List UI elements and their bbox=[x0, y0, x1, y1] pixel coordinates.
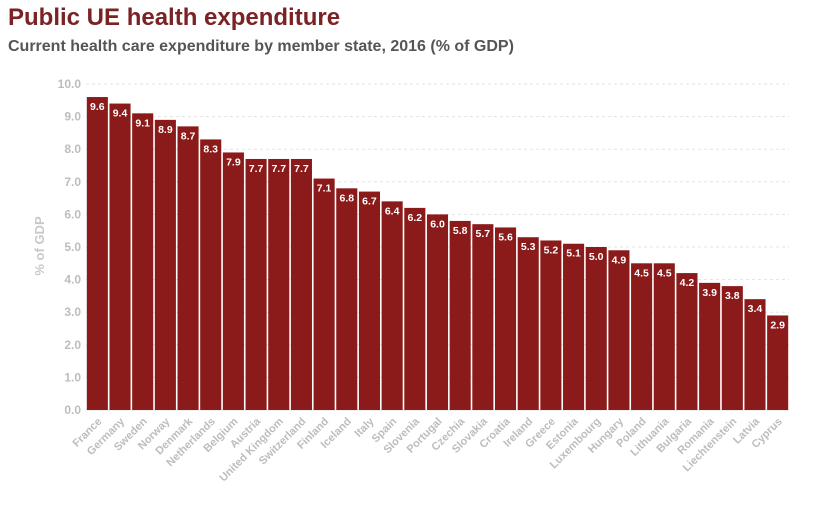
data-label: 7.7 bbox=[249, 163, 264, 175]
data-label: 8.7 bbox=[181, 130, 196, 142]
bars bbox=[86, 97, 789, 411]
bar bbox=[608, 250, 630, 410]
y-tick-label: 7.0 bbox=[64, 175, 81, 189]
data-label: 3.4 bbox=[748, 303, 763, 315]
bar bbox=[631, 263, 653, 410]
bar bbox=[404, 207, 426, 410]
bar bbox=[744, 299, 766, 410]
bar bbox=[245, 158, 267, 410]
bar bbox=[222, 152, 244, 410]
bar bbox=[177, 126, 199, 410]
data-label: 6.4 bbox=[385, 205, 400, 217]
y-tick-label: 1.0 bbox=[64, 370, 81, 384]
y-tick-label: 5.0 bbox=[64, 240, 81, 254]
bar bbox=[563, 243, 585, 410]
data-label: 5.0 bbox=[589, 251, 604, 263]
y-tick-label: 3.0 bbox=[64, 305, 81, 319]
data-label: 8.3 bbox=[203, 143, 218, 155]
data-label: 5.8 bbox=[453, 225, 468, 237]
bar bbox=[653, 263, 675, 410]
bar bbox=[358, 191, 381, 410]
bar bbox=[767, 315, 789, 410]
chart-title: Public UE health expenditure bbox=[8, 4, 341, 31]
chart-subtitle: Current health care expenditure by membe… bbox=[8, 38, 514, 55]
bar bbox=[426, 214, 449, 410]
bar bbox=[449, 220, 471, 410]
bar bbox=[109, 103, 131, 410]
x-axis-ticks: FranceGermanySwedenNorwayDenmarkNetherla… bbox=[70, 415, 784, 484]
bar bbox=[336, 188, 358, 410]
bar bbox=[494, 227, 517, 410]
data-label: 2.9 bbox=[770, 319, 785, 331]
bar bbox=[540, 240, 562, 410]
bar bbox=[517, 237, 539, 410]
data-label: 3.9 bbox=[702, 287, 717, 299]
data-label: 7.7 bbox=[271, 163, 286, 175]
data-label: 6.8 bbox=[339, 192, 354, 204]
y-tick-label: 0.0 bbox=[64, 403, 81, 417]
y-axis-ticks: 0.0 1.0 2.0 3.0 4.0 5.0 6.0 7.0 8.0 9.0 10.0 bbox=[58, 77, 82, 417]
data-label: 4.5 bbox=[634, 267, 649, 279]
value-labels: 9.6 9.4 9.1 8.9 8.7 8.3 7.9 7.7 7.7 7.7 7.1 6.8 6.7 6… bbox=[90, 101, 785, 331]
y-tick-label: 6.0 bbox=[64, 207, 81, 221]
bar bbox=[86, 97, 108, 410]
data-label: 6.0 bbox=[430, 218, 445, 230]
data-label: 4.9 bbox=[612, 254, 627, 266]
bar bbox=[699, 282, 721, 410]
data-label: 9.1 bbox=[135, 117, 150, 129]
data-label: 5.7 bbox=[476, 228, 491, 240]
y-tick-label: 4.0 bbox=[64, 273, 81, 287]
y-tick-label: 9.0 bbox=[64, 110, 81, 124]
bar bbox=[585, 247, 607, 410]
data-label: 7.9 bbox=[226, 156, 241, 168]
bar bbox=[721, 286, 743, 410]
bar bbox=[268, 158, 290, 410]
data-label: 9.6 bbox=[90, 101, 105, 113]
bar bbox=[154, 119, 176, 411]
data-label: 6.7 bbox=[362, 196, 377, 208]
data-label: 8.9 bbox=[158, 124, 173, 136]
bar bbox=[132, 113, 154, 410]
bar bbox=[313, 178, 335, 410]
bar bbox=[200, 139, 222, 411]
data-label: 9.4 bbox=[113, 108, 128, 120]
data-label: 5.3 bbox=[521, 241, 536, 253]
data-label: 4.2 bbox=[680, 277, 695, 289]
data-label: 5.6 bbox=[498, 231, 513, 243]
bar bbox=[381, 201, 403, 410]
bar bbox=[472, 224, 494, 410]
y-axis-label: % of GDP bbox=[32, 216, 47, 276]
data-label: 7.7 bbox=[294, 163, 309, 175]
y-tick-label: 2.0 bbox=[64, 338, 81, 352]
y-tick-label: 10.0 bbox=[58, 77, 82, 91]
bar bbox=[676, 273, 698, 410]
data-label: 3.8 bbox=[725, 290, 740, 302]
data-label: 5.1 bbox=[566, 248, 581, 260]
y-tick-label: 8.0 bbox=[64, 142, 81, 156]
data-label: 6.2 bbox=[408, 212, 423, 224]
data-label: 7.1 bbox=[317, 183, 332, 195]
data-label: 5.2 bbox=[544, 244, 559, 256]
bar bbox=[290, 158, 312, 410]
data-label: 4.5 bbox=[657, 267, 672, 279]
